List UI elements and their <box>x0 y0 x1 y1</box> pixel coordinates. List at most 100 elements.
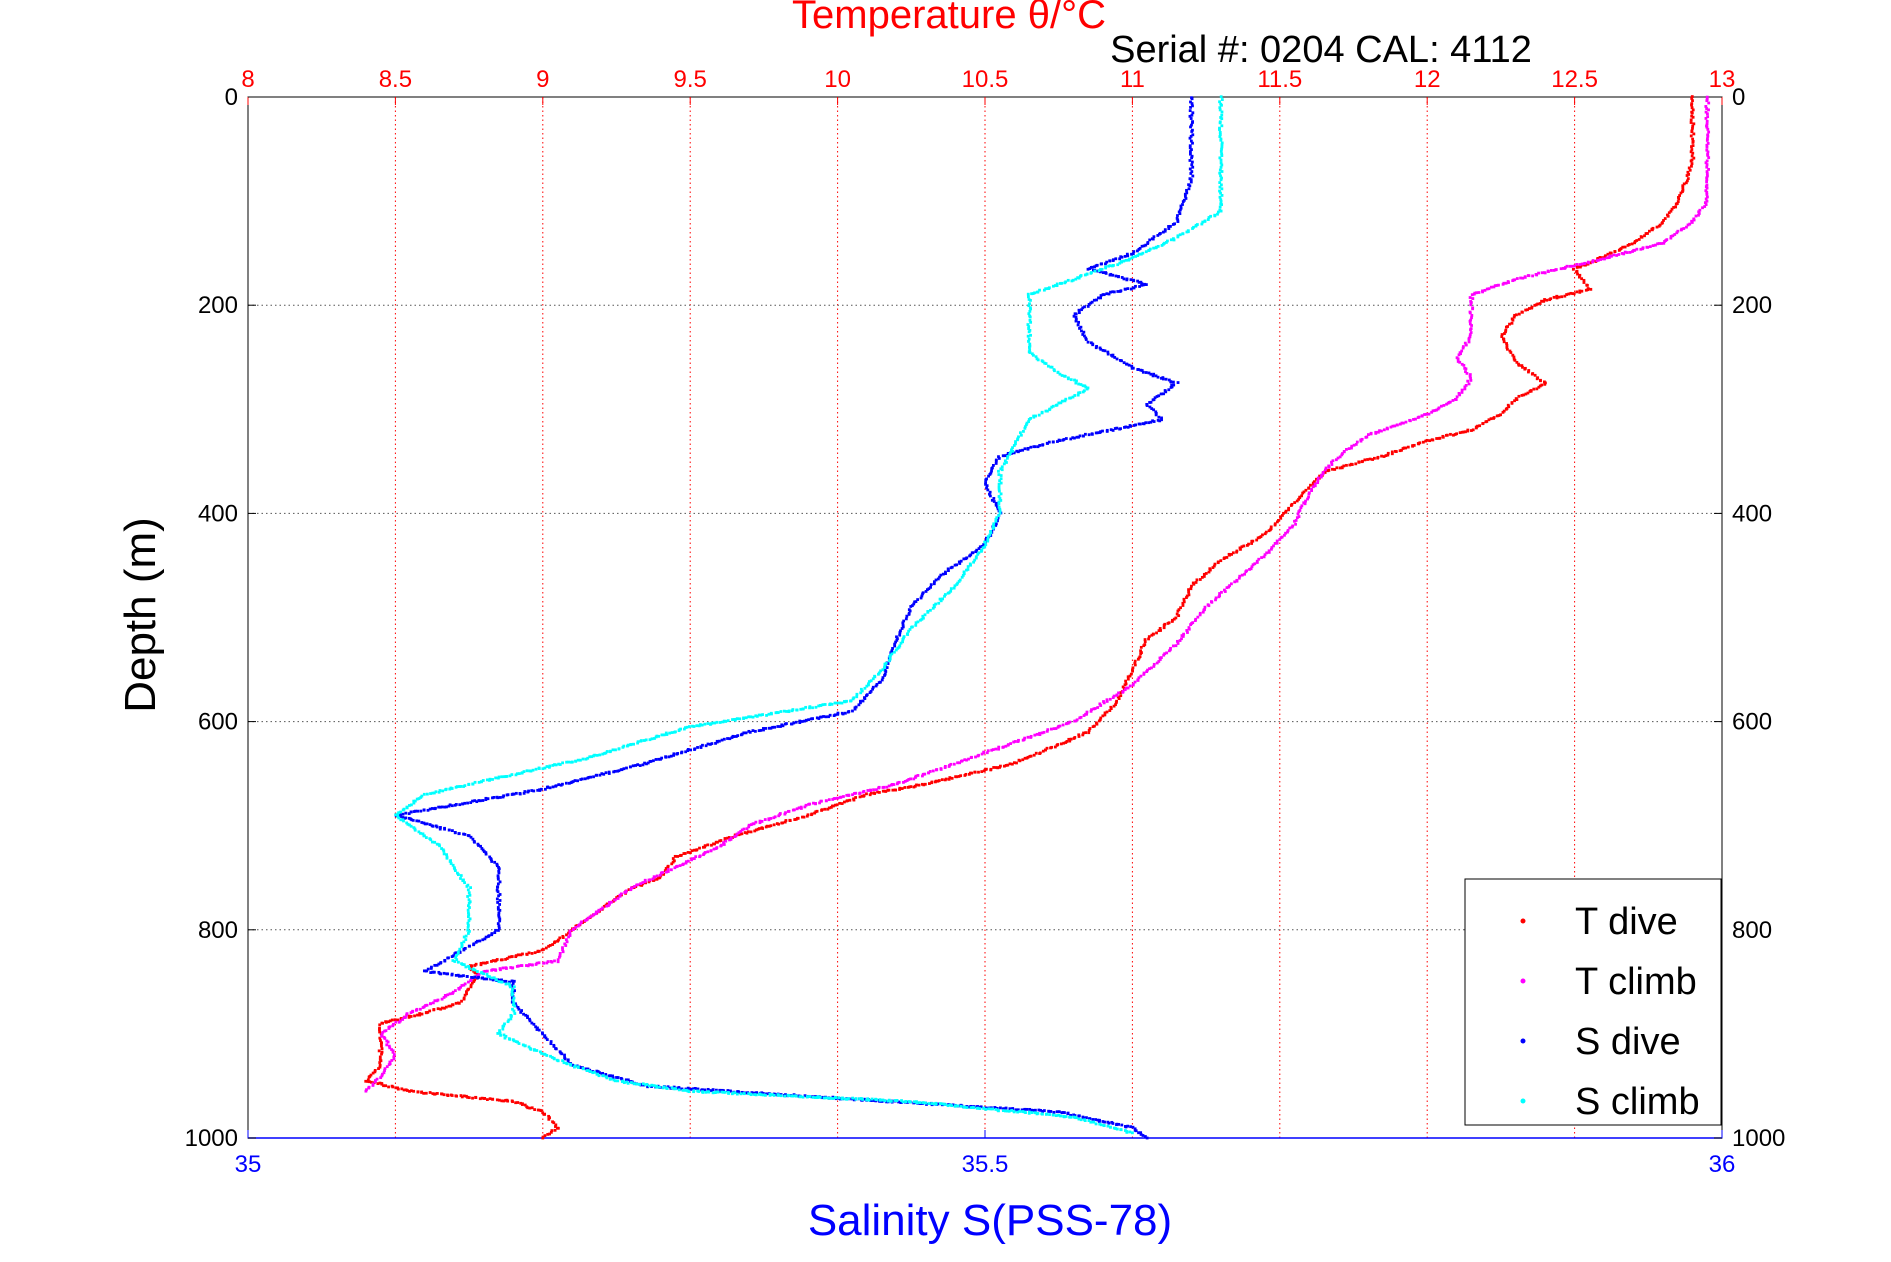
data-point <box>635 883 639 887</box>
data-point <box>667 755 671 759</box>
data-point <box>472 980 476 983</box>
data-point <box>1142 244 1146 248</box>
data-point <box>901 640 904 644</box>
data-point <box>1152 420 1156 423</box>
data-point <box>494 776 498 780</box>
data-point <box>1500 333 1504 336</box>
data-point <box>1423 413 1426 416</box>
data-point <box>1156 375 1160 379</box>
data-point <box>1307 495 1310 499</box>
data-point <box>1543 298 1546 301</box>
data-point <box>526 964 530 968</box>
data-point <box>408 823 411 827</box>
data-point <box>1072 436 1076 440</box>
data-point <box>448 787 452 791</box>
data-point <box>658 873 662 877</box>
data-point <box>601 752 605 756</box>
data-point <box>1141 1134 1145 1137</box>
data-point <box>1483 288 1487 292</box>
data-point <box>379 1059 383 1063</box>
data-point <box>1167 378 1171 382</box>
data-point <box>1202 575 1206 578</box>
data-point <box>549 1040 553 1043</box>
legend-label: T dive <box>1575 901 1678 943</box>
data-point <box>1580 277 1584 281</box>
data-point <box>536 950 540 954</box>
data-point <box>480 1096 484 1100</box>
data-point <box>1669 209 1673 213</box>
data-point <box>498 903 502 906</box>
data-point <box>510 990 514 994</box>
data-point <box>1606 252 1610 256</box>
data-point <box>767 712 771 716</box>
data-point <box>1162 392 1165 396</box>
data-point <box>1416 416 1420 419</box>
data-point <box>1009 742 1013 745</box>
data-point <box>908 609 912 613</box>
data-point <box>1535 387 1539 391</box>
data-point <box>1156 418 1160 422</box>
data-point <box>1220 124 1224 128</box>
data-point <box>567 935 570 939</box>
data-point <box>479 963 483 967</box>
data-point <box>1071 395 1075 399</box>
data-point <box>1555 294 1559 298</box>
data-point <box>672 753 676 757</box>
data-point <box>497 929 500 932</box>
data-point <box>655 1085 659 1089</box>
data-point <box>715 720 719 724</box>
data-point <box>1211 566 1215 570</box>
data-point <box>843 700 847 704</box>
data-point <box>1690 221 1694 224</box>
data-point <box>510 996 514 1000</box>
data-point <box>1089 1120 1093 1124</box>
data-point <box>1091 343 1095 347</box>
data-point <box>976 552 980 556</box>
data-point <box>458 803 462 807</box>
data-point <box>451 1003 454 1007</box>
data-point <box>739 733 743 737</box>
data-point <box>432 791 436 795</box>
data-point <box>1219 191 1222 195</box>
data-point <box>1056 725 1060 729</box>
data-point <box>1478 424 1482 428</box>
data-point <box>1103 349 1107 353</box>
data-point <box>1074 1116 1078 1120</box>
data-point <box>1220 163 1224 167</box>
data-point <box>627 888 631 892</box>
data-point <box>801 707 805 711</box>
data-point <box>548 786 552 790</box>
data-point <box>1578 290 1582 294</box>
data-point <box>1467 382 1471 386</box>
data-point <box>1189 100 1192 104</box>
data-point <box>891 788 895 792</box>
data-point <box>422 1091 426 1095</box>
data-point <box>1115 357 1119 361</box>
data-point <box>1380 454 1383 458</box>
data-point <box>1073 719 1077 723</box>
data-point <box>992 497 996 500</box>
data-point <box>1603 255 1607 259</box>
data-point <box>1083 305 1086 309</box>
data-point <box>502 775 506 779</box>
data-point <box>1578 263 1582 266</box>
data-point <box>1176 642 1180 645</box>
data-point <box>1464 367 1468 371</box>
data-point <box>1189 172 1193 175</box>
data-point <box>1026 292 1030 296</box>
data-point <box>1225 586 1229 590</box>
data-point <box>538 789 542 792</box>
data-point <box>984 481 988 484</box>
data-point <box>1468 335 1472 339</box>
data-point <box>1119 1128 1123 1131</box>
data-point <box>1233 580 1237 584</box>
data-point <box>465 990 468 994</box>
data-point <box>1687 173 1691 176</box>
data-point <box>994 519 998 523</box>
data-point <box>514 955 518 959</box>
data-point <box>1517 312 1521 316</box>
data-point <box>1087 731 1091 735</box>
data-point <box>1704 189 1708 193</box>
data-point <box>1667 211 1671 215</box>
data-point <box>1112 290 1116 294</box>
